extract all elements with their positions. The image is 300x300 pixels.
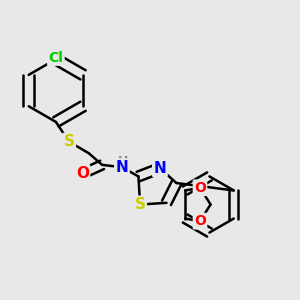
Text: S: S: [64, 134, 75, 149]
Text: S: S: [135, 197, 146, 212]
Text: O: O: [194, 214, 206, 228]
Text: N: N: [116, 160, 128, 175]
Text: O: O: [76, 166, 89, 181]
Text: Cl: Cl: [48, 50, 63, 64]
Text: O: O: [194, 181, 206, 195]
Text: N: N: [154, 161, 166, 176]
Text: H: H: [118, 155, 128, 168]
